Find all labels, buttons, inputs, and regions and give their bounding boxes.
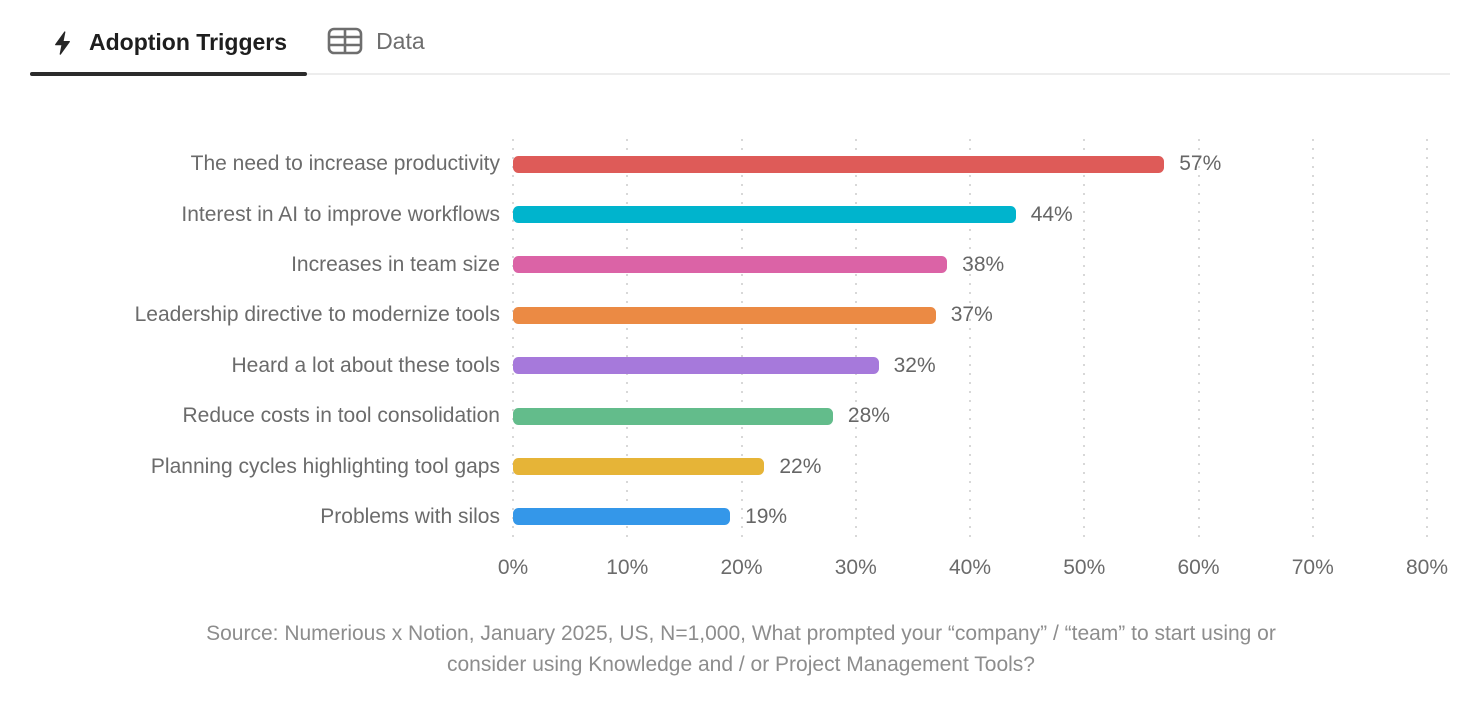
x-tick-label: 60%	[1177, 556, 1220, 579]
gridline	[626, 139, 629, 542]
bar[interactable]	[513, 357, 879, 375]
category-label: Leadership directive to modernize tools	[134, 303, 500, 327]
value-label: 32%	[893, 353, 936, 377]
category-label: Heard a lot about these tools	[231, 353, 500, 377]
lightning-icon	[50, 30, 76, 56]
category-label: Planning cycles highlighting tool gaps	[150, 454, 500, 478]
bar-row: Leadership directive to modernize tools 3…	[0, 290, 1482, 340]
gridline	[1311, 139, 1314, 542]
x-tick-label: 20%	[720, 556, 763, 579]
gridline	[854, 139, 857, 542]
bar-rows: The need to increase productivity 57% Inte…	[0, 139, 1482, 542]
bar-chart: The need to increase productivity 57% Inte…	[0, 139, 1482, 591]
value-label: 44%	[1030, 202, 1073, 226]
bar[interactable]	[513, 206, 1016, 224]
gridline	[1083, 139, 1086, 542]
tab-label-adoption-triggers: Adoption Triggers	[89, 29, 288, 55]
x-tick-label: 70%	[1291, 556, 1334, 579]
x-tick-label: 10%	[606, 556, 649, 579]
x-tick-label: 50%	[1063, 556, 1106, 579]
bar-row: The need to increase productivity 57%	[0, 139, 1482, 189]
source-note: Source: Numerious x Notion, January 2025…	[0, 618, 1482, 680]
value-label: 38%	[962, 252, 1005, 276]
bar[interactable]	[513, 306, 936, 324]
tab-label-data: Data	[376, 27, 425, 54]
gridline	[740, 139, 743, 542]
value-label: 28%	[847, 404, 890, 428]
value-label: 19%	[745, 504, 788, 528]
bar-row: Interest in AI to improve workflows 44%	[0, 189, 1482, 239]
table-icon	[327, 26, 363, 56]
source-line-1: Source: Numerious x Notion, January 2025…	[206, 622, 1276, 645]
gridline	[512, 139, 514, 542]
bar-row: Planning cycles highlighting tool gaps 22…	[0, 441, 1482, 491]
bar[interactable]	[513, 508, 731, 526]
value-label: 37%	[950, 303, 993, 327]
category-label: Interest in AI to improve workflows	[181, 202, 500, 226]
source-line-2: consider using Knowledge and / or Projec…	[447, 653, 1035, 676]
bar-row: Increases in team size 38%	[0, 240, 1482, 290]
gridline	[1197, 139, 1200, 542]
bar[interactable]	[513, 407, 833, 425]
tab-data[interactable]: Data	[307, 18, 445, 73]
bar[interactable]	[513, 458, 765, 476]
category-label: Problems with silos	[320, 504, 500, 528]
bar-row: Heard a lot about these tools 32%	[0, 341, 1482, 391]
gridline	[969, 139, 971, 542]
bar-row: Reduce costs in tool consolidation 28%	[0, 391, 1482, 441]
tab-adoption-triggers[interactable]: Adoption Triggers	[30, 21, 308, 76]
bar[interactable]	[513, 256, 948, 274]
value-label: 57%	[1179, 152, 1222, 176]
category-label: The need to increase productivity	[190, 152, 500, 176]
x-tick-label: 80%	[1405, 556, 1449, 579]
gridline	[1426, 139, 1428, 542]
plot-area	[512, 139, 1428, 542]
category-label: Reduce costs in tool consolidation	[182, 404, 500, 428]
bar-row: Problems with silos 19%	[0, 492, 1482, 542]
value-label: 22%	[779, 454, 822, 478]
category-label: Increases in team size	[291, 252, 500, 276]
x-tick-label: 30%	[834, 556, 877, 579]
x-tick-label: 40%	[948, 556, 992, 579]
x-tick-label: 0%	[497, 556, 529, 579]
bar[interactable]	[513, 155, 1165, 173]
tab-bar: Adoption Triggers Data	[30, 0, 1450, 76]
